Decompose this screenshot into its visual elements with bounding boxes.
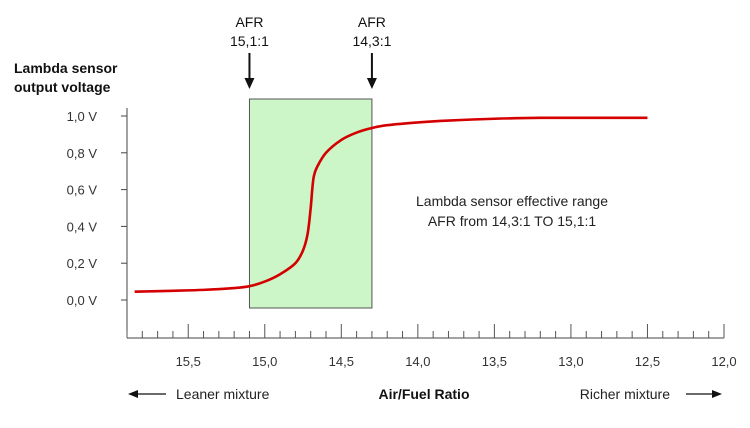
x-tick-label: 14,5 [329, 354, 354, 369]
y-tick-label: 0,4 V [67, 219, 98, 234]
y-axis-label-line1: Lambda sensor [14, 60, 118, 76]
annotation-line2: AFR from 14,3:1 TO 15,1:1 [428, 213, 597, 229]
x-axis-label: Air/Fuel Ratio [378, 386, 469, 402]
x-tick-label: 14,0 [405, 354, 430, 369]
x-tick-label: 13,5 [482, 354, 507, 369]
y-tick-label: 0,8 V [67, 146, 98, 161]
leaner-arrow [128, 390, 166, 398]
afr-marker-value: 14,3:1 [352, 33, 391, 49]
afr-marker-value: 15,1:1 [230, 33, 269, 49]
annotation-line1: Lambda sensor effective range [416, 193, 608, 209]
richer-arrow [686, 390, 722, 398]
y-ticks: 0,0 V 0,2 V 0,4 V 0,6 V 0,8 V 1,0 V [67, 109, 127, 308]
y-axis-label-line2: output voltage [14, 79, 111, 95]
y-tick-label: 1,0 V [67, 109, 98, 124]
down-arrow-icon [244, 78, 255, 89]
down-arrow-icon [366, 78, 377, 89]
x-tick-label: 12,5 [635, 354, 660, 369]
x-tick-label: 15,0 [252, 354, 277, 369]
richer-mixture-label: Richer mixture [580, 386, 670, 402]
y-tick-label: 0,2 V [67, 256, 98, 271]
leaner-mixture-label: Leaner mixture [176, 386, 270, 402]
x-tick-label: 13,0 [558, 354, 583, 369]
x-tick-label: 12,0 [711, 354, 736, 369]
x-tick-label: 15,5 [176, 354, 201, 369]
y-tick-label: 0,6 V [67, 183, 98, 198]
x-ticks: 15,5 15,0 14,5 14,0 13,5 13,0 12,5 12,0 [126, 324, 737, 369]
sensor-voltage-curve [134, 116, 648, 294]
afr-marker-label: AFR [358, 14, 386, 30]
afr-marker-label: AFR [235, 14, 263, 30]
y-tick-label: 0,0 V [67, 293, 98, 308]
afr-markers: AFR 15,1:1 AFR 14,3:1 [230, 14, 392, 89]
